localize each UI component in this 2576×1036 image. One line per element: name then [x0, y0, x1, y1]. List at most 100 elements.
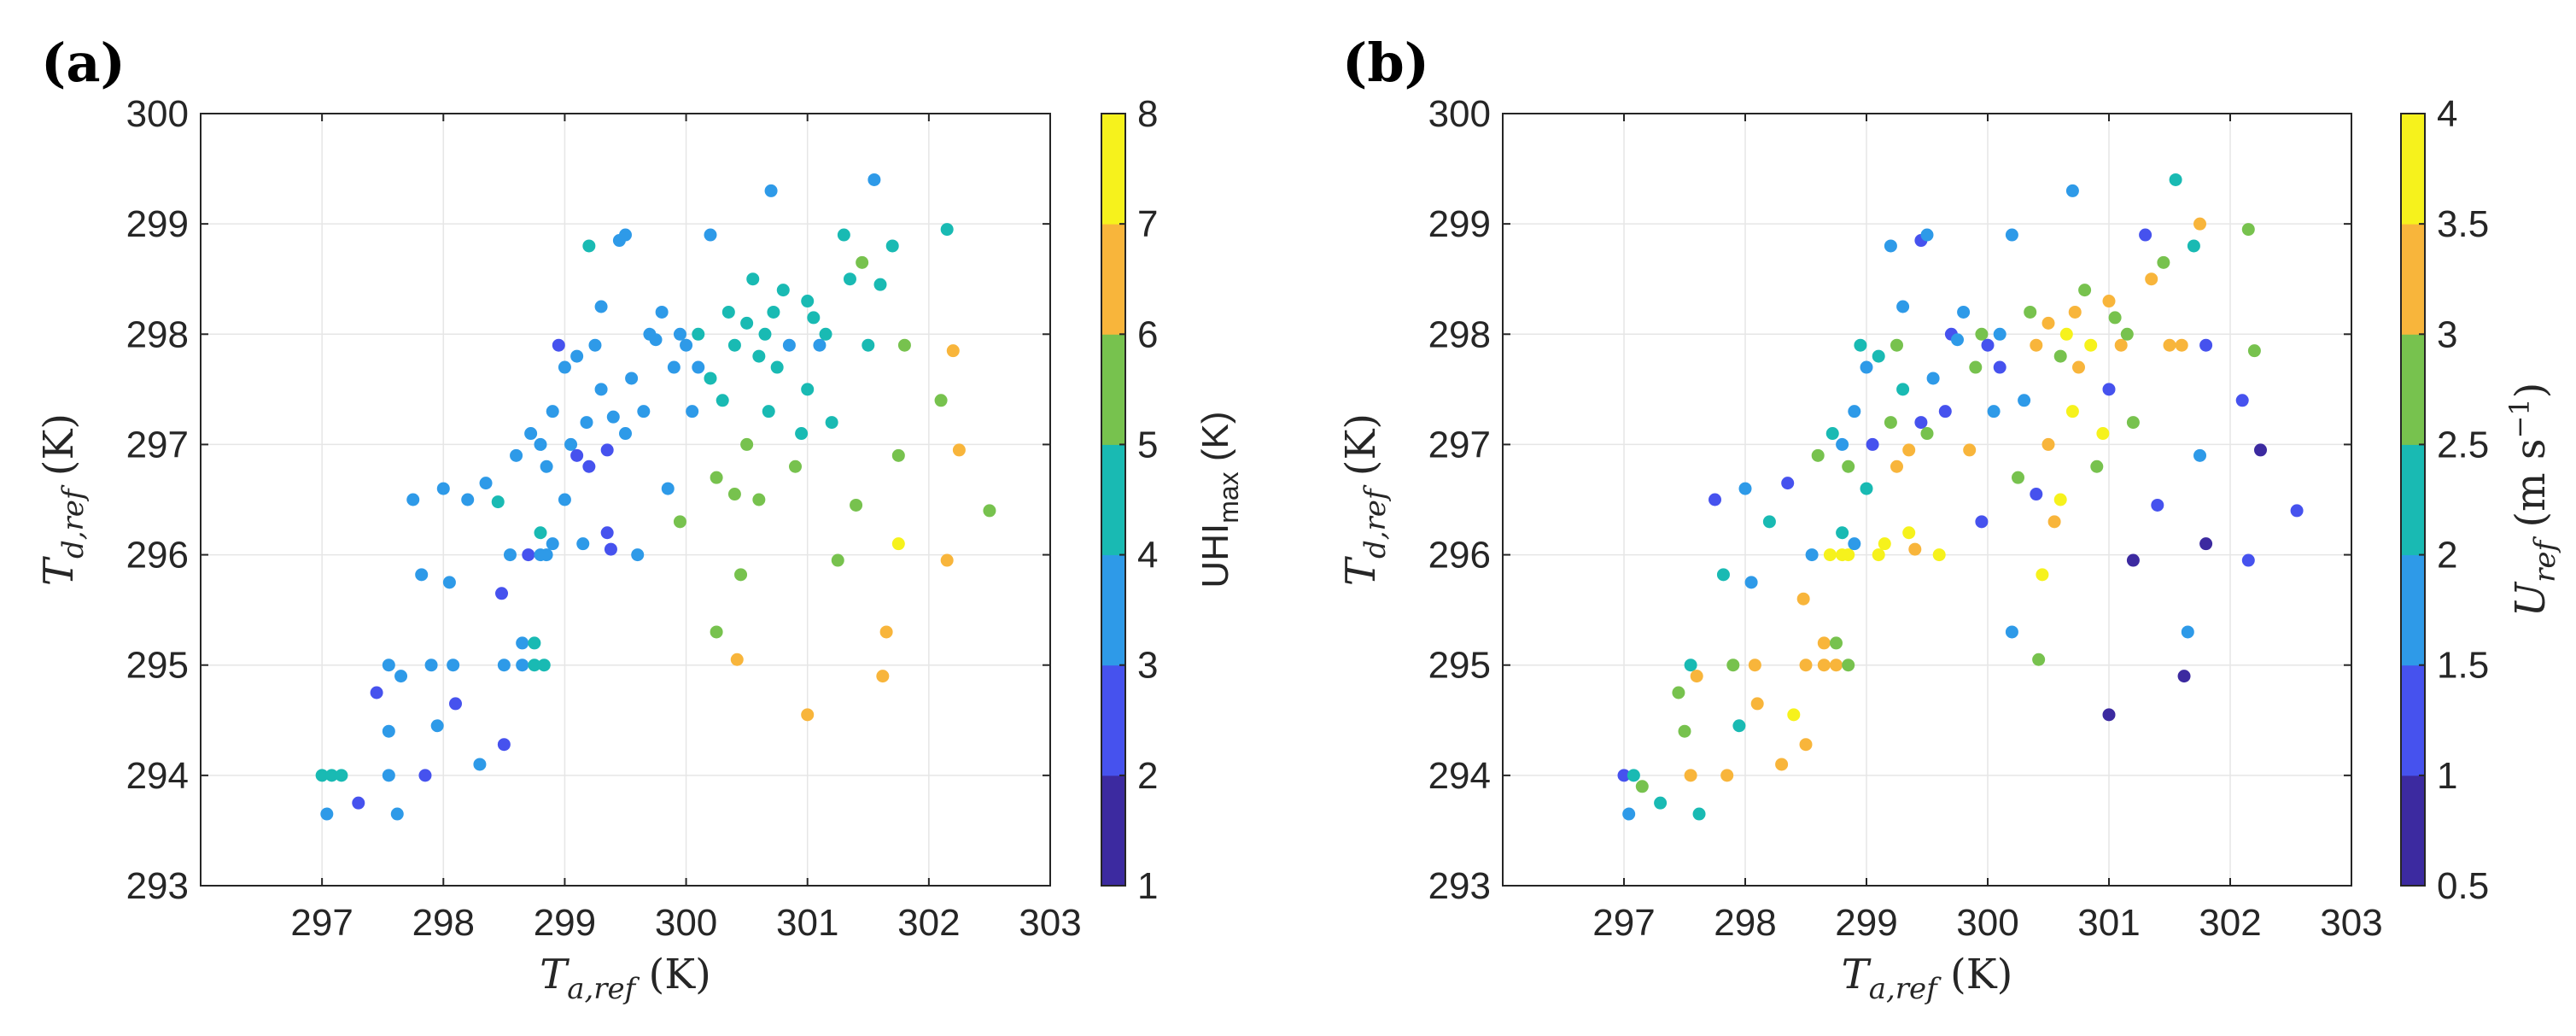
data-point: [580, 416, 593, 430]
data-point: [631, 548, 645, 562]
x-tick-label: 302: [897, 902, 960, 944]
x-tick-label: 297: [1592, 902, 1655, 944]
data-point: [946, 344, 960, 358]
data-point: [1993, 327, 2006, 341]
data-point: [1951, 333, 1964, 347]
data-point: [1799, 738, 1813, 752]
data-point: [2047, 515, 2061, 529]
data-point: [1902, 526, 1916, 540]
panel-label: (a): [41, 32, 126, 94]
y-tick-label: 295: [1428, 645, 1491, 687]
data-point: [418, 769, 432, 782]
data-point: [649, 333, 663, 347]
y-tick-label: 298: [1428, 313, 1491, 355]
data-point: [1914, 416, 1928, 430]
colorbar-tick-label: 2: [1137, 755, 1158, 797]
data-point: [667, 360, 681, 374]
colorbar-segment: [2401, 114, 2425, 225]
colorbar-frame: [2400, 113, 2426, 887]
data-point: [2199, 338, 2213, 352]
data-point: [2042, 316, 2055, 330]
data-point: [510, 448, 523, 462]
data-point: [2036, 568, 2049, 582]
data-point: [692, 360, 705, 374]
data-point: [2126, 553, 2140, 567]
data-point: [588, 338, 602, 352]
data-point: [1720, 769, 1734, 782]
y-tick-label: 299: [1428, 203, 1491, 245]
data-point: [1884, 239, 1897, 253]
data-point: [1830, 658, 1843, 672]
data-point: [2114, 338, 2128, 352]
data-point: [394, 670, 408, 683]
data-point: [582, 459, 596, 473]
data-point: [655, 305, 669, 319]
data-point: [782, 338, 796, 352]
x-tick-label: 301: [2077, 902, 2140, 944]
data-point: [516, 636, 529, 650]
data-point: [1692, 807, 1706, 821]
colorbar-segment: [1101, 444, 1125, 556]
data-point: [594, 383, 608, 396]
data-point: [1902, 443, 1916, 457]
y-tick-label: 296: [126, 535, 189, 577]
data-point: [2102, 295, 2116, 308]
y-axis-label-main: T: [35, 556, 83, 586]
colorbar-segment: [2401, 444, 2425, 556]
data-point: [1975, 515, 1989, 529]
data-point: [522, 548, 535, 562]
data-point: [537, 658, 551, 672]
data-point: [2181, 625, 2194, 639]
data-point: [752, 349, 766, 363]
data-point: [447, 658, 460, 672]
data-point: [837, 228, 850, 242]
data-point: [594, 300, 608, 313]
data-point: [710, 625, 723, 639]
data-point: [1823, 548, 1837, 562]
y-tick-label: 294: [126, 755, 189, 797]
data-point: [1963, 443, 1977, 457]
data-point: [570, 349, 584, 363]
data-point: [390, 807, 404, 821]
plot-frame: [200, 113, 1051, 887]
colorbar-segment: [2401, 664, 2425, 776]
data-point: [2042, 437, 2055, 451]
y-tick-label: 293: [1428, 865, 1491, 907]
data-point: [606, 410, 620, 424]
data-point: [1817, 636, 1831, 650]
y-axis-label-sub: d,ref: [1358, 484, 1393, 559]
data-point: [686, 405, 699, 418]
x-axis-label-unit: (K): [635, 951, 711, 998]
data-point: [692, 327, 705, 341]
data-point: [2139, 228, 2153, 242]
data-point: [795, 427, 809, 441]
data-point: [2235, 394, 2249, 407]
y-tick-label: 296: [1428, 535, 1491, 577]
colorbar-tick-label: 5: [1137, 424, 1158, 465]
data-point: [2241, 553, 2255, 567]
data-point: [1796, 592, 1810, 606]
data-point: [1805, 548, 1819, 562]
y-axis-label-unit: (K): [1337, 413, 1385, 489]
data-point: [2102, 708, 2116, 722]
data-point: [2030, 488, 2043, 501]
data-point: [2012, 471, 2024, 484]
data-point: [873, 278, 887, 291]
x-axis-label: Ta,ref (K): [540, 951, 711, 1006]
data-point: [1908, 542, 1922, 556]
data-point: [528, 636, 541, 650]
data-point: [600, 443, 614, 457]
data-point: [2290, 504, 2304, 518]
data-point: [2024, 305, 2037, 319]
x-axis-label-sub: a,ref: [1869, 972, 1942, 1006]
x-tick-label: 303: [1019, 902, 1081, 944]
data-point: [564, 437, 578, 451]
data-point: [767, 305, 780, 319]
x-tick-label: 299: [534, 902, 596, 944]
data-point: [1938, 405, 1952, 418]
colorbar-tick-label: 4: [2437, 93, 2457, 135]
data-point: [2065, 405, 2079, 418]
data-point: [558, 360, 571, 374]
data-point: [2247, 344, 2261, 358]
colorbar-tick-label: 3.5: [2437, 203, 2489, 245]
